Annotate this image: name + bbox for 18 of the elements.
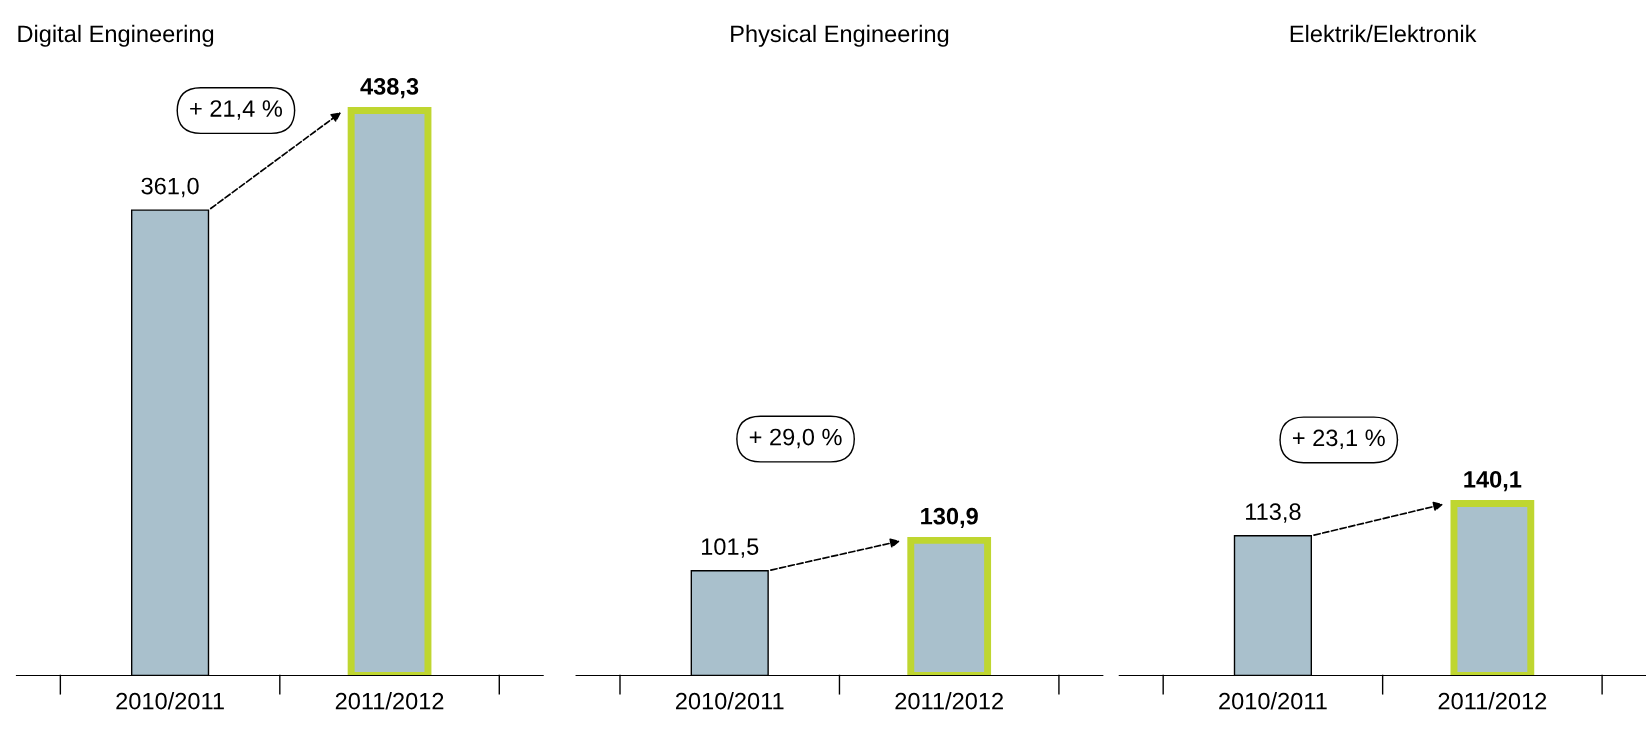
data-label: 130,9 xyxy=(921,507,978,528)
x-tick-label: 2010/2011 xyxy=(1219,692,1327,710)
data-label: 438,3 xyxy=(360,78,419,99)
text: + 23,1 % xyxy=(1292,429,1385,450)
text: + 29,0 % xyxy=(749,428,842,449)
chart-title: Digital Engineering xyxy=(18,24,214,47)
data-label: 113,8 xyxy=(1246,503,1301,523)
data-label: 361,0 xyxy=(141,177,199,198)
chart-title: Elektrik/Elektronik xyxy=(1290,24,1477,43)
annotation: + 21,4 % xyxy=(190,100,283,120)
chart-title: Physical Engineering xyxy=(731,24,949,47)
data-label: 140,1 xyxy=(1464,471,1522,492)
data-label: 101,5 xyxy=(701,538,759,558)
x-tick-label: 2011/2012 xyxy=(335,692,444,710)
x-tick-label: 2011/2012 xyxy=(1438,692,1547,710)
x-tick-label: 2010/2011 xyxy=(675,692,784,710)
x-tick-label: 2011/2012 xyxy=(895,692,1003,710)
x-tick-label: 2010/2011 xyxy=(116,692,224,710)
